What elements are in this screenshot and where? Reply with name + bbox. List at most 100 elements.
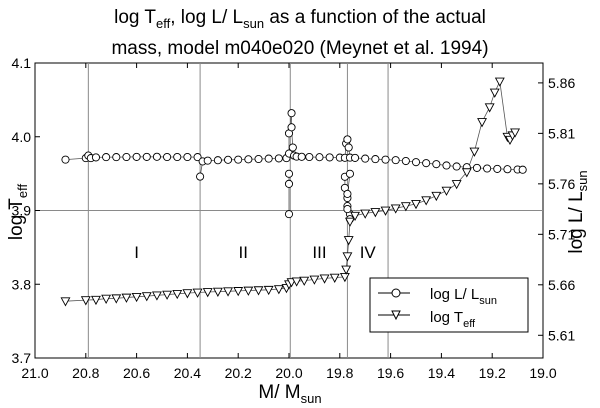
y-left-tick-label: 4.1: [12, 55, 32, 71]
luminosity-point: [254, 154, 263, 164]
phase-label: I: [134, 243, 139, 262]
x-tick-label: 20.0: [275, 365, 302, 381]
phase-label: IV: [360, 243, 377, 262]
luminosity-point: [381, 155, 390, 164]
luminosity-point: [432, 160, 441, 169]
temperature-point: [80, 296, 91, 306]
luminosity-point: [102, 153, 111, 162]
temperature-point: [431, 191, 442, 202]
luminosity-point: [213, 156, 222, 165]
luminosity-point: [325, 153, 334, 162]
luminosity-point: [274, 154, 283, 163]
temperature-point: [309, 275, 320, 285]
temperature-point: [212, 287, 223, 297]
x-tick-label: 19.4: [428, 365, 455, 381]
x-tick-label: 19.0: [529, 365, 556, 381]
luminosity-point: [142, 152, 151, 161]
luminosity-point: [305, 152, 314, 162]
luminosity-point: [122, 152, 131, 162]
legend-marker-triangle: [391, 310, 401, 321]
luminosity-point: [223, 155, 233, 164]
luminosity-point: [350, 153, 360, 162]
temperature-point: [461, 168, 472, 178]
luminosity-point: [112, 153, 121, 162]
luminosity-point: [315, 153, 324, 162]
luminosity-point: [343, 189, 352, 198]
luminosity-point: [152, 152, 161, 161]
luminosity-point: [343, 135, 352, 144]
luminosity-point: [173, 152, 182, 162]
x-tick-label: 20.6: [123, 365, 150, 381]
y-left-tick-label: 3.8: [12, 276, 32, 292]
temperature-point: [299, 276, 310, 286]
luminosity-point: [371, 155, 380, 164]
luminosity-point: [422, 159, 431, 168]
temperature-point: [510, 128, 521, 138]
luminosity-point: [284, 169, 294, 178]
temperature-point: [451, 180, 462, 190]
temperature-point: [91, 295, 101, 306]
y-left-tick-label: 3.7: [12, 350, 32, 366]
temperature-point: [192, 288, 203, 298]
x-tick-label: 20.2: [225, 365, 252, 381]
temperature-point: [494, 77, 505, 87]
luminosity-point: [264, 154, 273, 163]
temperature-point: [411, 200, 421, 210]
luminosity-point: [518, 165, 527, 174]
temperature-point: [342, 252, 353, 262]
temperature-point: [151, 291, 162, 301]
temperature-point: [380, 206, 391, 216]
y-left-tick-label: 3.9: [12, 203, 32, 219]
luminosity-point: [442, 161, 451, 170]
x-tick-label: 20.4: [174, 365, 201, 381]
luminosity-point: [344, 143, 353, 152]
temperature-point: [182, 289, 193, 299]
y-axis-right-label: log L/ Lsun: [566, 170, 590, 253]
luminosity-point: [343, 205, 352, 214]
temperature-point: [273, 285, 284, 295]
x-tick-label: 21.0: [21, 365, 48, 381]
y-axis-right: 5.61 5.66 5.71 5.76 5.81 5.86: [538, 75, 575, 343]
y-right-tick-label: 5.61: [548, 327, 575, 343]
x-axis: 21.0 20.8 20.6 20.4 20.2 20.0 19.8 19.6 19.4 19.2…: [21, 63, 557, 381]
temperature-point: [101, 294, 112, 304]
temperature-point: [489, 88, 500, 98]
y-right-tick-label: 5.86: [548, 75, 575, 91]
temperature-point: [243, 286, 254, 296]
x-tick-label: 19.2: [479, 365, 506, 381]
x-tick-label: 19.6: [377, 365, 404, 381]
luminosity-point: [193, 153, 202, 162]
temperature-point: [233, 287, 244, 297]
y-right-tick-label: 5.71: [548, 226, 575, 242]
temperature-point: [343, 236, 354, 246]
luminosity-point: [361, 154, 370, 163]
temperature-point: [111, 294, 122, 304]
y-axis-left-label: log Teff: [6, 184, 30, 241]
temperature-point: [121, 293, 132, 303]
luminosity-point: [61, 155, 70, 164]
luminosity-point: [472, 163, 482, 172]
temperature-point: [390, 204, 401, 214]
temperature-point: [441, 186, 452, 196]
luminosity-point: [503, 165, 512, 174]
luminosity-point: [196, 172, 205, 181]
temperature-point: [350, 211, 360, 222]
legend-label-temperature: log Teff: [430, 309, 476, 330]
luminosity-point: [284, 179, 294, 188]
series-markers: [60, 77, 527, 307]
temperature-point: [360, 209, 371, 219]
chart-title-line-2: mass, model m040e020 (Meynet et al. 1994…: [111, 38, 488, 59]
luminosity-point: [91, 153, 101, 162]
legend-box: [369, 277, 529, 333]
temperature-point: [329, 273, 340, 283]
luminosity-point: [297, 152, 306, 161]
y-right-tick-label: 5.76: [548, 176, 575, 192]
temperature-point: [291, 277, 302, 287]
y-axis-left: 3.7 3.8 3.9 4.0 4.1: [12, 55, 40, 366]
chart-title-line-1: log Teff, log L/ Lsun as a function of t…: [114, 7, 486, 31]
luminosity-point: [284, 210, 294, 219]
luminosity-point: [287, 109, 296, 118]
temperature-point: [341, 265, 352, 275]
